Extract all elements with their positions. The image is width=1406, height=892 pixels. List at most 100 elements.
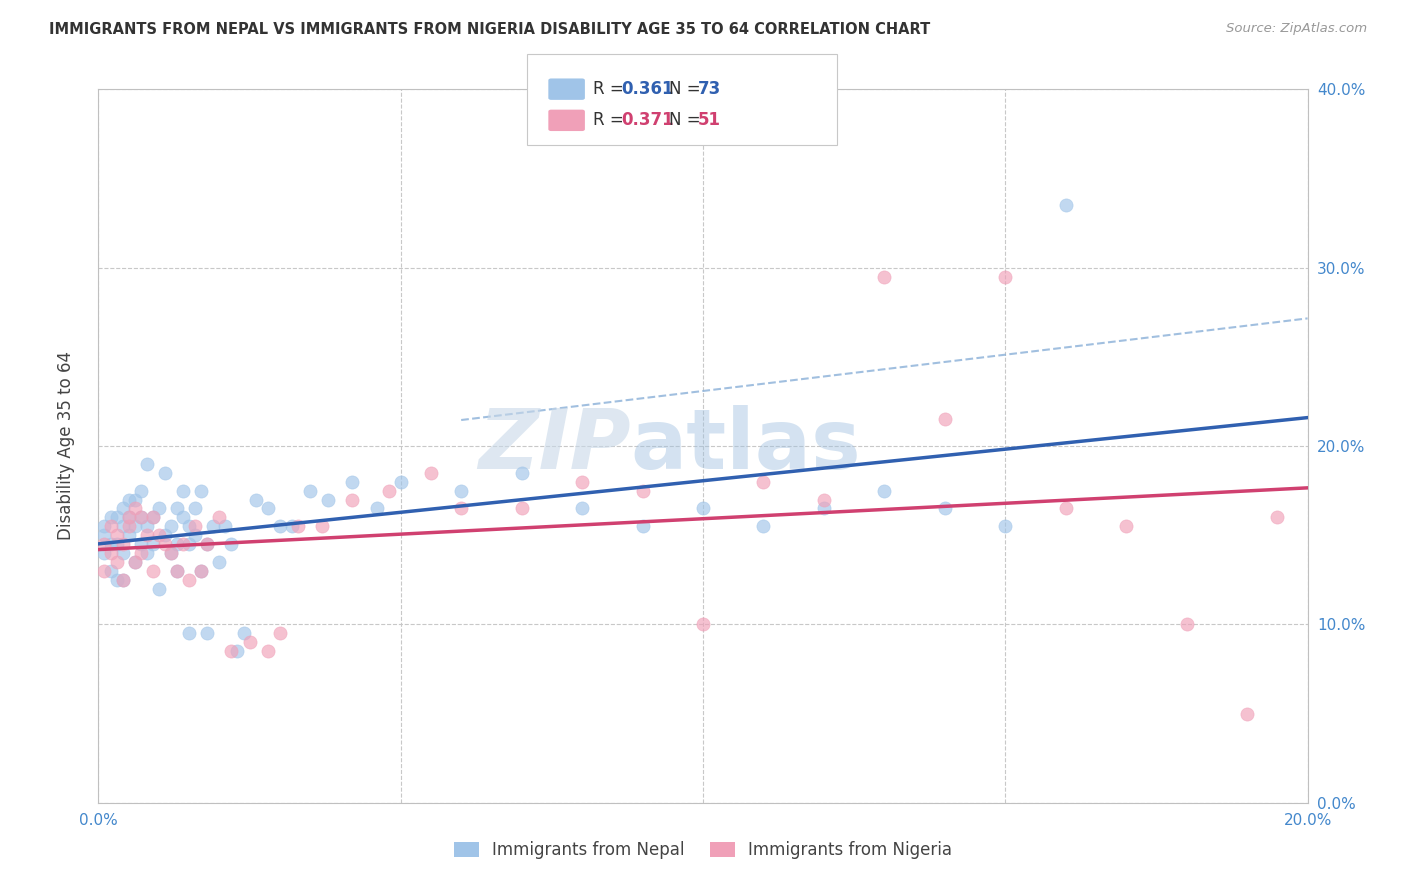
Point — [571, 501, 593, 516]
Point — [299, 483, 322, 498]
Text: R =: R = — [593, 112, 630, 129]
Point — [111, 537, 134, 551]
Point — [1054, 501, 1077, 516]
Text: atlas: atlas — [630, 406, 862, 486]
Point — [93, 519, 115, 533]
Point — [571, 475, 593, 489]
Point — [100, 564, 122, 578]
Point — [105, 537, 128, 551]
Point — [510, 501, 533, 516]
Text: ZIP: ZIP — [478, 406, 630, 486]
Text: 73: 73 — [697, 80, 721, 98]
Point — [269, 519, 291, 533]
Point — [118, 510, 141, 524]
Point — [342, 492, 364, 507]
Point — [311, 519, 333, 533]
Point — [239, 635, 262, 649]
Point — [135, 457, 157, 471]
Point — [232, 626, 254, 640]
Text: Source: ZipAtlas.com: Source: ZipAtlas.com — [1226, 22, 1367, 36]
Point — [450, 501, 472, 516]
Point — [129, 510, 152, 524]
Point — [195, 537, 218, 551]
Point — [226, 644, 249, 658]
Text: R =: R = — [593, 80, 630, 98]
Point — [269, 626, 291, 640]
Point — [100, 519, 122, 533]
Point — [129, 546, 152, 560]
Point — [129, 537, 152, 551]
Point — [420, 466, 443, 480]
Point — [450, 483, 472, 498]
Point — [160, 546, 183, 560]
Point — [166, 537, 188, 551]
Point — [160, 519, 183, 533]
Point — [934, 412, 956, 426]
Point — [148, 582, 170, 596]
Point — [100, 537, 122, 551]
Point — [160, 546, 183, 560]
Point — [172, 510, 194, 524]
Point — [153, 537, 176, 551]
Point — [111, 573, 134, 587]
Point — [631, 519, 654, 533]
Point — [1115, 519, 1137, 533]
Point — [752, 519, 775, 533]
Point — [166, 564, 188, 578]
Point — [105, 573, 128, 587]
Point — [135, 528, 157, 542]
Point — [179, 626, 201, 640]
Point — [93, 546, 115, 560]
Point — [142, 564, 165, 578]
Point — [692, 617, 714, 632]
Point — [377, 483, 399, 498]
Point — [1175, 617, 1198, 632]
Point — [118, 519, 141, 533]
Point — [281, 519, 304, 533]
Point — [179, 537, 201, 551]
Point — [190, 564, 212, 578]
Point — [195, 537, 218, 551]
Point — [118, 528, 141, 542]
Point — [135, 519, 157, 533]
Point — [190, 564, 212, 578]
Point — [510, 466, 533, 480]
Point — [124, 501, 146, 516]
Point — [93, 564, 115, 578]
Point — [105, 555, 128, 569]
Point — [1236, 706, 1258, 721]
Point — [221, 644, 243, 658]
Point — [135, 546, 157, 560]
Point — [142, 510, 165, 524]
Point — [366, 501, 388, 516]
Point — [153, 466, 176, 480]
Legend: Immigrants from Nepal, Immigrants from Nigeria: Immigrants from Nepal, Immigrants from N… — [447, 835, 959, 866]
Point — [148, 528, 170, 542]
Point — [100, 546, 122, 560]
Point — [184, 528, 207, 542]
Point — [129, 510, 152, 524]
Point — [111, 546, 134, 560]
Point — [208, 510, 231, 524]
Point — [221, 537, 243, 551]
Point — [172, 483, 194, 498]
Point — [105, 528, 128, 542]
Point — [195, 626, 218, 640]
Text: N =: N = — [669, 80, 706, 98]
Point — [179, 519, 201, 533]
Point — [208, 555, 231, 569]
Point — [184, 519, 207, 533]
Point — [124, 555, 146, 569]
Y-axis label: Disability Age 35 to 64: Disability Age 35 to 64 — [56, 351, 75, 541]
Point — [124, 519, 146, 533]
Point — [1054, 198, 1077, 212]
Point — [202, 519, 225, 533]
Text: 0.361: 0.361 — [621, 80, 673, 98]
Point — [873, 269, 896, 284]
Point — [129, 483, 152, 498]
Text: 51: 51 — [697, 112, 720, 129]
Point — [994, 519, 1017, 533]
Point — [124, 555, 146, 569]
Point — [93, 537, 115, 551]
Point — [100, 510, 122, 524]
